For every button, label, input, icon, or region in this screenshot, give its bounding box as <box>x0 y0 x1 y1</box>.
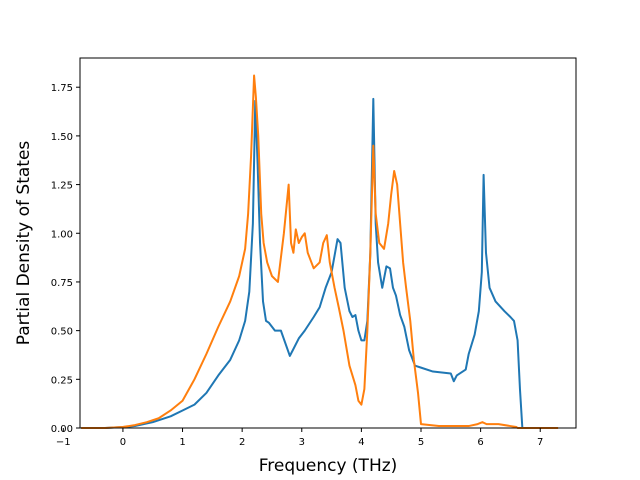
x-tick-label: −1 <box>56 437 71 448</box>
x-axis: −1 0 1 2 3 4 5 6 7 <box>56 428 543 448</box>
y-axis: 0.00 0.25 0.50 0.75 1.00 1.25 1.50 1.75 <box>51 83 80 435</box>
y-tick-label: 1.75 <box>51 83 73 94</box>
x-tick-label: 4 <box>358 437 364 448</box>
x-tick-label: 5 <box>418 437 424 448</box>
y-axis-label: Partial Density of States <box>14 141 34 346</box>
x-tick-label: 6 <box>477 437 483 448</box>
x-tick-label: 2 <box>239 437 245 448</box>
x-tick-label: 1 <box>179 437 185 448</box>
series-layer <box>81 74 559 429</box>
x-tick-label: 3 <box>299 437 305 448</box>
series-line-1 <box>81 97 541 429</box>
x-tick-label: 7 <box>537 437 543 448</box>
x-tick-label: 0 <box>120 437 126 448</box>
y-tick-label: 0.25 <box>51 375 73 386</box>
y-tick-label: 1.25 <box>51 181 73 192</box>
plot-frame <box>79 57 577 429</box>
y-tick-label: 0.75 <box>51 278 73 289</box>
series-line-2 <box>81 74 559 429</box>
y-tick-label: 0.50 <box>51 327 73 338</box>
y-tick-label: 0.00 <box>51 424 73 435</box>
x-axis-label: Frequency (THz) <box>259 456 398 476</box>
y-tick-label: 1.00 <box>51 229 73 240</box>
y-tick-label: 1.50 <box>51 132 73 143</box>
